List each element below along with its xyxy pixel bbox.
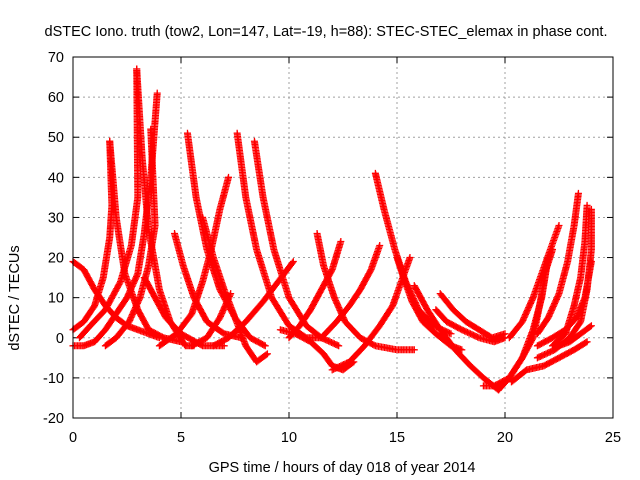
y-tick-label: 50	[48, 130, 64, 146]
series-arc21	[371, 169, 455, 338]
series-arc25	[436, 290, 509, 342]
x-tick-label: 20	[497, 430, 513, 446]
series-arc12	[155, 173, 233, 350]
y-tick-label: 40	[48, 170, 64, 186]
series-arc17	[313, 229, 418, 354]
data-point	[458, 346, 466, 354]
y-tick-label: -20	[43, 411, 64, 427]
series-arc6	[133, 65, 198, 350]
series-arc35	[555, 322, 595, 350]
y-tick-label: 0	[56, 331, 64, 347]
data-point	[220, 342, 228, 350]
data-point	[583, 338, 591, 346]
data-point	[260, 341, 268, 349]
x-tick-label: 0	[69, 430, 77, 446]
data-point	[261, 342, 269, 350]
x-axis-label: GPS time / hours of day 018 of year 2014	[209, 460, 476, 476]
series-arc29	[505, 221, 563, 342]
data-point	[555, 221, 563, 229]
data-point	[225, 173, 233, 181]
data-point	[587, 322, 595, 330]
y-tick-label: 10	[48, 291, 64, 307]
data-point	[188, 342, 196, 350]
data-marks	[69, 65, 595, 394]
data-point	[583, 201, 591, 209]
axis-ticks: 0 5 10 15 20 25 -20 -10 0 10 20 30 40 50 60 70	[43, 50, 621, 446]
y-tick-label: -10	[43, 371, 64, 387]
data-point	[289, 258, 297, 266]
series-arc34	[549, 201, 591, 350]
data-point	[288, 259, 296, 267]
x-tick-label: 5	[177, 430, 185, 446]
y-axis-label: dSTEC / TECUs	[7, 245, 23, 350]
data-point	[262, 351, 270, 359]
data-point	[337, 238, 345, 246]
data-point	[153, 89, 161, 97]
data-point	[333, 341, 341, 349]
data-point	[147, 125, 155, 133]
data-point	[263, 350, 271, 358]
y-tick-label: 70	[48, 50, 64, 66]
data-point	[447, 330, 455, 338]
data-point	[587, 205, 595, 213]
data-point	[335, 342, 343, 350]
data-point	[574, 189, 582, 197]
series-arc3	[69, 137, 116, 334]
plot-frame	[72, 56, 614, 419]
data-point	[501, 330, 509, 338]
data-point	[376, 242, 384, 250]
x-tick-label: 15	[389, 430, 405, 446]
data-point	[582, 339, 590, 347]
chart-title: dSTEC Iono. truth (tow2, Lon=147, Lat=-1…	[45, 24, 608, 40]
series-arc24	[432, 306, 509, 346]
data-point	[406, 254, 414, 262]
x-tick-label: 10	[281, 430, 297, 446]
series-arc9	[171, 229, 245, 342]
y-tick-label: 30	[48, 210, 64, 226]
y-tick-label: 20	[48, 251, 64, 267]
x-tick-label: 25	[605, 430, 621, 446]
data-point	[410, 346, 418, 354]
data-point	[189, 341, 197, 349]
series-arc30	[507, 338, 591, 386]
series-arc15	[209, 258, 297, 350]
data-point	[446, 329, 454, 337]
series-arc14	[250, 137, 343, 350]
series-arc20	[317, 242, 384, 342]
series-arc16	[188, 290, 235, 350]
data-point	[586, 323, 594, 331]
series-arc33	[533, 205, 595, 362]
series-arc13	[233, 129, 325, 342]
y-tick-label: 60	[48, 90, 64, 106]
series-arc32	[533, 189, 582, 338]
